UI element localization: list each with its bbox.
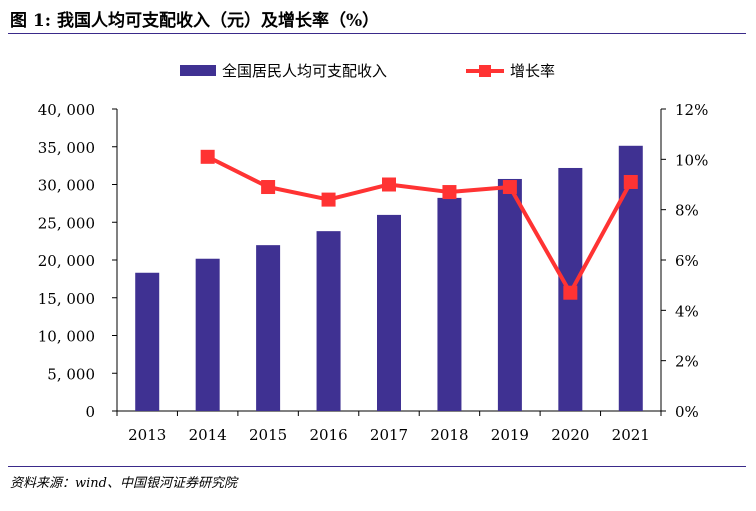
growth-point (321, 192, 336, 207)
left-tick-label: 20, 000 (38, 252, 95, 270)
legend-line-label: 增长率 (510, 62, 555, 80)
footer-divider (8, 466, 746, 467)
title-divider (8, 33, 746, 34)
growth-point (623, 174, 638, 189)
legend-bar-swatch (180, 65, 216, 76)
left-tick-label: 25, 000 (38, 214, 95, 232)
income-growth-chart: 全国居民人均可支配收入 增长率 0 5, 000 10, 000 15, 000 20,… (38, 62, 709, 444)
right-tick-label: 8% (675, 202, 699, 220)
growth-point (200, 149, 215, 164)
source-note: 资料来源：wind、中国银河证券研究院 (10, 476, 237, 491)
income-bar (377, 214, 401, 411)
left-tick-label: 30, 000 (38, 177, 95, 195)
left-tick-label: 0 (85, 403, 95, 421)
x-tick-label: 2014 (189, 426, 227, 444)
left-tick-label: 40, 000 (38, 101, 95, 119)
left-tick-label: 15, 000 (38, 290, 95, 308)
right-tick-label: 2% (675, 353, 699, 371)
x-tick-label: 2013 (128, 426, 166, 444)
right-tick-label: 4% (675, 302, 699, 320)
growth-point (261, 180, 276, 195)
income-bar (256, 245, 281, 411)
right-tick-label: 12% (675, 101, 708, 119)
growth-line (206, 155, 633, 295)
chart-title: 图 1: 我国人均可支配收入（元）及增长率（%） (10, 11, 380, 31)
left-tick-label: 35, 000 (38, 139, 95, 157)
x-tick-label: 2019 (491, 426, 529, 444)
growth-line-series (200, 149, 638, 300)
x-tick-label: 2017 (370, 426, 408, 444)
legend-bar-label: 全国居民人均可支配收入 (222, 62, 387, 80)
income-bar (497, 178, 522, 411)
growth-point (563, 285, 578, 300)
income-bar (195, 258, 220, 411)
x-tick-label: 2015 (249, 426, 287, 444)
right-tick-label: 6% (675, 252, 699, 270)
x-tick-label: 2018 (430, 426, 468, 444)
x-tick-label: 2016 (309, 426, 347, 444)
right-tick-label: 0% (675, 403, 699, 421)
left-tick-label: 10, 000 (38, 328, 95, 346)
x-tick-label: 2020 (551, 426, 589, 444)
legend-line-marker (479, 65, 491, 77)
income-bar (437, 197, 462, 411)
income-bar (316, 231, 341, 411)
growth-point (502, 180, 517, 195)
income-bar (618, 145, 643, 411)
x-tick-label: 2021 (612, 426, 650, 444)
legend: 全国居民人均可支配收入 增长率 (180, 62, 555, 80)
left-tick-label: 5, 000 (47, 365, 95, 383)
right-tick-label: 10% (675, 151, 708, 169)
growth-point (382, 177, 396, 192)
growth-point (442, 185, 457, 200)
income-bar (135, 272, 160, 411)
